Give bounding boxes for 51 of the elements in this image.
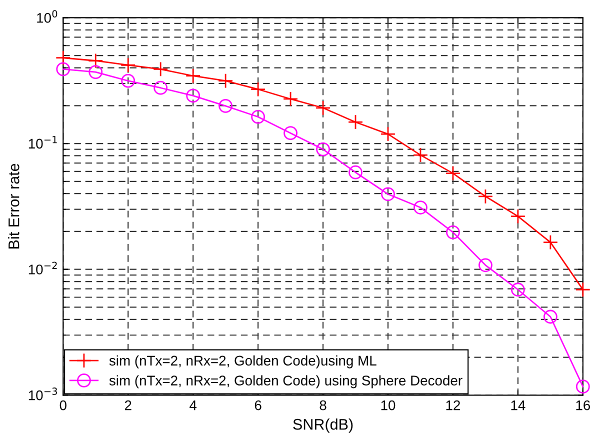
x-tick-label: 14 [511,400,526,410]
point [250,82,266,97]
legend-label: sim (nTx=2, nRx=2, Golden Code) using Sphere Decoder [109,375,462,388]
point [510,208,526,224]
point [218,98,233,113]
point [445,166,461,181]
y-axis-title: Bit Error rate [8,164,20,248]
point [251,110,265,124]
x-tick-label: 16 [576,400,590,410]
point [381,187,395,202]
point [152,62,168,77]
point [348,165,362,180]
point [186,88,200,103]
point [121,74,136,88]
point [88,65,103,79]
x-tick-label: 12 [446,400,460,410]
x-tick-label: 6 [254,400,262,410]
point [511,282,525,297]
point [185,68,201,84]
point [446,225,460,240]
point [576,380,590,394]
point [478,188,494,204]
point [284,126,298,140]
point [412,147,428,163]
point [218,73,234,88]
point [316,142,330,156]
point [543,310,558,324]
point [542,234,558,250]
y-tick-label: 10$^{−3}$ [28,388,57,400]
legend-label: sim (nTx=2, nRx=2, Golden Code)using ML [109,355,376,368]
point [56,62,70,76]
y-tick-label: 10$^{0}$ [37,10,58,23]
x-tick-label: 4 [190,400,197,410]
x-tick-label: 10 [381,400,396,410]
point [575,282,590,298]
point [380,126,396,142]
point [478,258,492,272]
point [55,50,71,66]
x-tick-label: 2 [124,400,132,410]
point [315,100,331,116]
y-tick-label: 10$^{−2}$ [28,262,57,274]
x-axis-title: SNR(dB) [293,418,353,433]
point [120,57,136,73]
point [348,114,364,130]
point [282,91,298,107]
x-tick-label: 0 [60,400,66,410]
point [88,53,104,68]
x-tick-label: 8 [320,400,326,410]
point [154,80,168,95]
point [414,200,428,214]
y-tick-label: 10$^{−1}$ [28,136,57,149]
